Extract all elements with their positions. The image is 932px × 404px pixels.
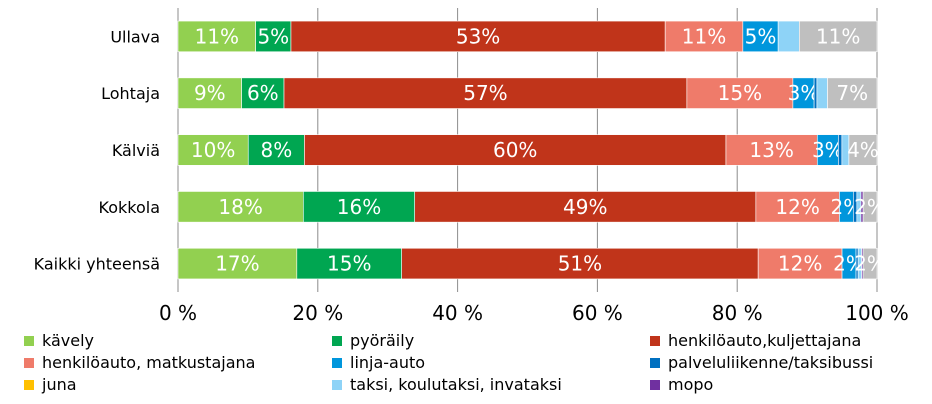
bar-segment [241,77,285,109]
x-tick-label: 0 % [159,301,197,325]
data-label: 5% [257,24,289,48]
bar-segment [686,77,794,109]
bar-segment [303,191,416,223]
bar-segment [862,191,878,223]
bar-segment [755,191,840,223]
data-label: 5% [745,24,777,48]
data-label: 17% [215,252,259,276]
data-label: 11% [816,24,860,48]
category-label: Kälviä [112,141,160,160]
legend-label: palveluliikenne/taksibussi [668,353,873,372]
bar-segment [283,77,688,109]
category-label: Kokkola [99,198,160,217]
data-label: 60% [493,138,537,162]
bar-segment [177,20,256,53]
data-label: 57% [463,81,507,105]
legend-label: mopo [668,375,713,394]
data-label: 11% [195,24,239,48]
legend-label: linja-auto [350,353,425,372]
legend-label: taksi, koulutaksi, invataksi [350,375,562,394]
legend-swatch [24,336,34,346]
category-label: Lohtaja [101,84,160,103]
x-tick-label: 20 % [292,301,343,325]
data-label: 10% [191,138,235,162]
legend-swatch [650,336,660,346]
legend-label: juna [41,375,77,394]
data-label: 2% [854,195,886,219]
data-label: 53% [456,24,500,48]
x-tick-label: 80 % [712,301,763,325]
bar-segment [799,20,878,53]
legend: kävely pyöräily henkilöauto,kuljettajana he… [24,331,873,394]
bar-segment [177,191,304,223]
category-label: Ullava [110,27,160,46]
bar-segment [827,77,878,109]
bar-segment [177,77,242,109]
bar-segment [813,77,818,109]
data-label: 12% [778,252,822,276]
data-label: 6% [247,81,279,105]
data-label: 11% [682,24,726,48]
bar-segment [816,77,828,109]
data-label: 9% [194,81,226,105]
data-label: 51% [558,252,602,276]
legend-swatch [24,380,34,390]
data-label: 7% [836,81,868,105]
data-label: 4% [847,138,879,162]
category-label: Kaikki yhteensä [34,255,160,274]
data-label: 2% [854,252,886,276]
x-tick-label: 100 % [845,301,909,325]
bar-segment [848,134,878,166]
legend-swatch [332,380,342,390]
bar-segment [838,134,843,166]
bar-segment [742,20,779,53]
data-label: 49% [563,195,607,219]
data-label: 12% [775,195,819,219]
legend-swatch [650,380,660,390]
legend-label: henkilöauto, matkustajana [42,353,255,372]
x-tick-label: 60 % [572,301,623,325]
bar-segment [247,134,305,166]
legend-label: henkilöauto,kuljettajana [668,331,861,350]
bar-segment [725,134,818,166]
data-label: 18% [218,195,262,219]
bars: 11% 5% 53% 11% 5% 11%9% 6% 57% 15% 3% 7%10% 8% 60% 13… [177,20,886,280]
bar-segment [664,20,744,53]
bar-segment [177,247,298,280]
data-label: 16% [337,195,381,219]
bar-segment [777,20,800,53]
legend-swatch [24,358,34,368]
legend-label: kävely [42,331,94,350]
legend-swatch [332,358,342,368]
x-tick-labels: 0 % 20 % 40 % 60 % 80 % 100 % [159,301,909,325]
bar-segment [304,134,727,166]
category-labels: Ullava Lohtaja Kälviä Kokkola Kaikki yhteens… [34,27,160,273]
data-label: 13% [749,138,793,162]
legend-swatch [332,336,342,346]
x-tick-label: 40 % [432,301,483,325]
bar-segment [177,134,249,166]
legend-swatch [650,358,660,368]
bar-segment [862,247,878,280]
bar-segment [757,247,843,280]
data-label: 8% [260,138,292,162]
data-label: 15% [327,252,371,276]
bar-segment [296,247,402,280]
bar-segment [414,191,757,223]
legend-label: pyöräily [350,331,414,350]
data-label: 15% [718,81,762,105]
